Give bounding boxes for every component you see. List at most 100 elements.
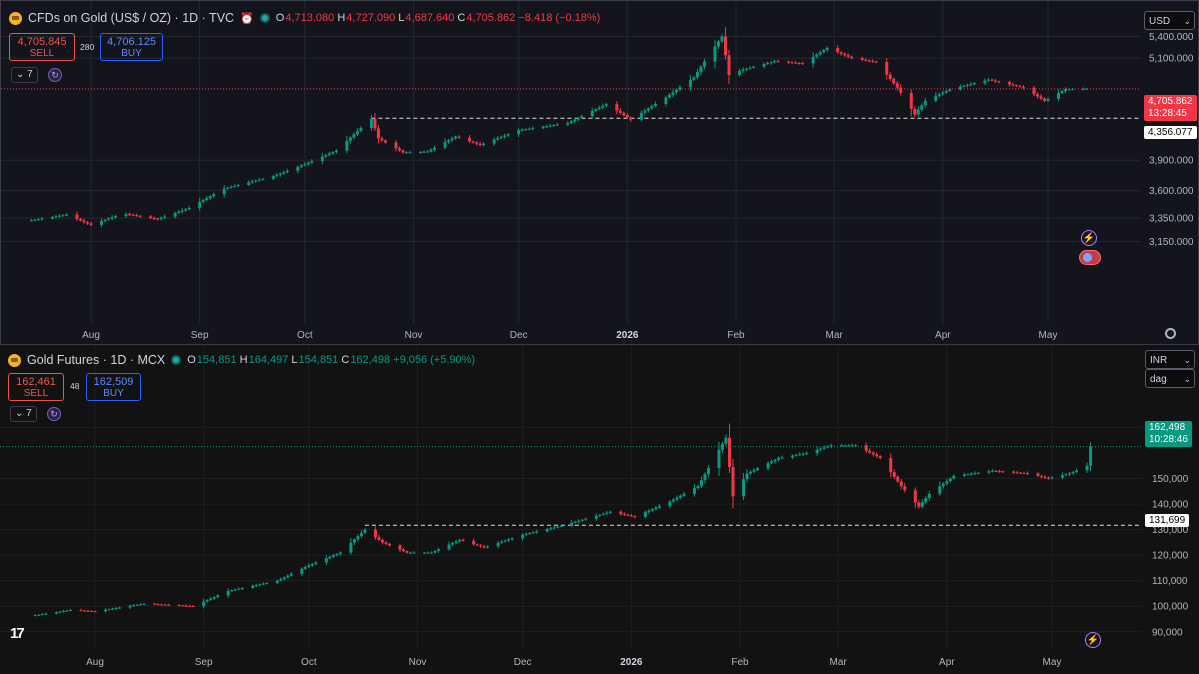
- sell-button[interactable]: 4,705.845 SELL: [9, 33, 75, 61]
- candle-body: [184, 605, 188, 607]
- buy-button[interactable]: 4,706.125 BUY: [100, 33, 163, 61]
- horizontal-line-price-tag[interactable]: 4,356.077: [1144, 126, 1197, 139]
- chart-canvas-bottom[interactable]: 90,000 100,000 110,000 120,000 130,000 140,00…: [0, 345, 1199, 674]
- unit-selector[interactable]: dag ⌄: [1145, 369, 1195, 388]
- candle-body: [822, 447, 826, 449]
- candle-body: [990, 79, 994, 81]
- settings-gear-icon[interactable]: [1165, 328, 1176, 339]
- candle-body: [128, 214, 132, 216]
- candle-body: [461, 539, 465, 541]
- symbol-title[interactable]: CFDs on Gold (US$ / OZ) · 1D · TVC: [28, 11, 235, 25]
- bell-icon[interactable]: ⏰: [240, 12, 254, 25]
- lightning-icon[interactable]: ⚡: [1085, 632, 1101, 648]
- currency-selector[interactable]: USD ⌄: [1144, 11, 1195, 30]
- last-price: 162,498: [1149, 422, 1186, 433]
- candle-body: [1089, 446, 1093, 466]
- candle-body: [633, 516, 637, 518]
- candle-body: [990, 470, 994, 472]
- candle-body: [349, 542, 353, 553]
- us-economic-event-icon[interactable]: [1079, 250, 1101, 265]
- candle-body: [37, 614, 41, 616]
- candle-body: [404, 152, 408, 154]
- candle-body: [247, 182, 251, 185]
- horizontal-line-price-tag[interactable]: 131,699: [1145, 514, 1190, 527]
- candle-body: [377, 537, 381, 540]
- x-axis-tick-label: Dec: [514, 657, 532, 668]
- candle-body: [327, 153, 331, 156]
- candle-body: [82, 610, 86, 612]
- candle-body: [889, 458, 893, 473]
- candle-body: [850, 445, 854, 447]
- bar-countdown: 10:28:46: [1149, 434, 1188, 445]
- candle-body: [524, 129, 528, 131]
- x-axis-tick-label: Sep: [191, 330, 209, 341]
- candle-body: [805, 452, 809, 454]
- candle-body: [924, 498, 928, 503]
- candle-body: [745, 68, 749, 70]
- candle-body: [306, 162, 310, 165]
- candle-body: [892, 472, 896, 477]
- candle-body: [622, 513, 626, 515]
- candle-body: [958, 86, 962, 90]
- candle-body: [1046, 477, 1050, 479]
- candle-body: [748, 67, 752, 69]
- candle-body: [65, 610, 69, 612]
- symbol-title[interactable]: Gold Futures · 1D · MCX: [27, 353, 166, 367]
- candle-body: [486, 546, 490, 548]
- candle-body: [303, 164, 307, 166]
- x-axis-tick-label: Apr: [935, 330, 951, 341]
- indicators-toggle[interactable]: ⌄ 7: [11, 67, 38, 83]
- candle-body: [1022, 472, 1026, 474]
- candle-body: [394, 142, 398, 149]
- sell-button[interactable]: 162,461 SELL: [8, 373, 64, 401]
- candle-body: [33, 219, 37, 221]
- candle-body: [993, 80, 997, 82]
- candle-body: [577, 520, 581, 522]
- lightning-icon[interactable]: ⚡: [1081, 230, 1097, 246]
- candle-body: [913, 490, 917, 503]
- candle-body: [699, 480, 703, 487]
- candle-body: [797, 62, 801, 64]
- candle-body: [285, 170, 289, 173]
- candle-body: [405, 551, 409, 553]
- candle-body: [299, 165, 303, 167]
- candle-body: [443, 142, 447, 148]
- replay-icon[interactable]: ↻: [48, 68, 62, 82]
- replay-icon[interactable]: ↻: [47, 407, 61, 421]
- sell-price: 4,705.845: [17, 36, 67, 48]
- buy-label: BUY: [103, 388, 124, 399]
- candle-body: [671, 499, 675, 502]
- candle-body: [1081, 88, 1085, 90]
- candle-body: [261, 583, 265, 585]
- candle-body: [653, 103, 657, 107]
- open-value: 154,851: [196, 354, 237, 366]
- candle-body: [868, 450, 872, 453]
- candle-body: [770, 461, 774, 464]
- candle-body: [801, 453, 805, 455]
- candle-body: [458, 539, 462, 542]
- tradingview-logo[interactable]: 17: [10, 625, 25, 642]
- buy-button[interactable]: 162,509 BUY: [86, 373, 141, 401]
- candle-body: [75, 214, 79, 220]
- candle-body: [948, 89, 952, 91]
- chart-pane-gold-futures[interactable]: 90,000 100,000 110,000 120,000 130,000 140,00…: [0, 345, 1199, 674]
- candle-body: [457, 136, 461, 138]
- candle-body: [854, 445, 858, 447]
- chart-canvas-top[interactable]: 3,150.000 3,350.000 3,600.000 3,900.000 5,10…: [1, 1, 1199, 345]
- candle-body: [384, 542, 388, 544]
- candle-body: [282, 172, 286, 174]
- spread-value: 280: [80, 42, 95, 52]
- candle-body: [615, 104, 619, 111]
- candle-body: [275, 580, 279, 583]
- x-axis-tick-label: Apr: [939, 657, 955, 668]
- candle-body: [286, 575, 290, 578]
- indicators-toggle[interactable]: ⌄ 7: [10, 406, 37, 422]
- y-axis-tick-label: 150,000: [1152, 474, 1189, 485]
- candle-body: [510, 538, 514, 540]
- candle-body: [555, 124, 559, 126]
- currency-selector[interactable]: INR ⌄: [1145, 350, 1195, 369]
- candle-body: [629, 515, 633, 517]
- x-axis-tick-label: May: [1043, 657, 1062, 668]
- candle-body: [745, 473, 749, 480]
- chart-pane-gold-cfd[interactable]: 3,150.000 3,350.000 3,600.000 3,900.000 5,10…: [0, 0, 1199, 345]
